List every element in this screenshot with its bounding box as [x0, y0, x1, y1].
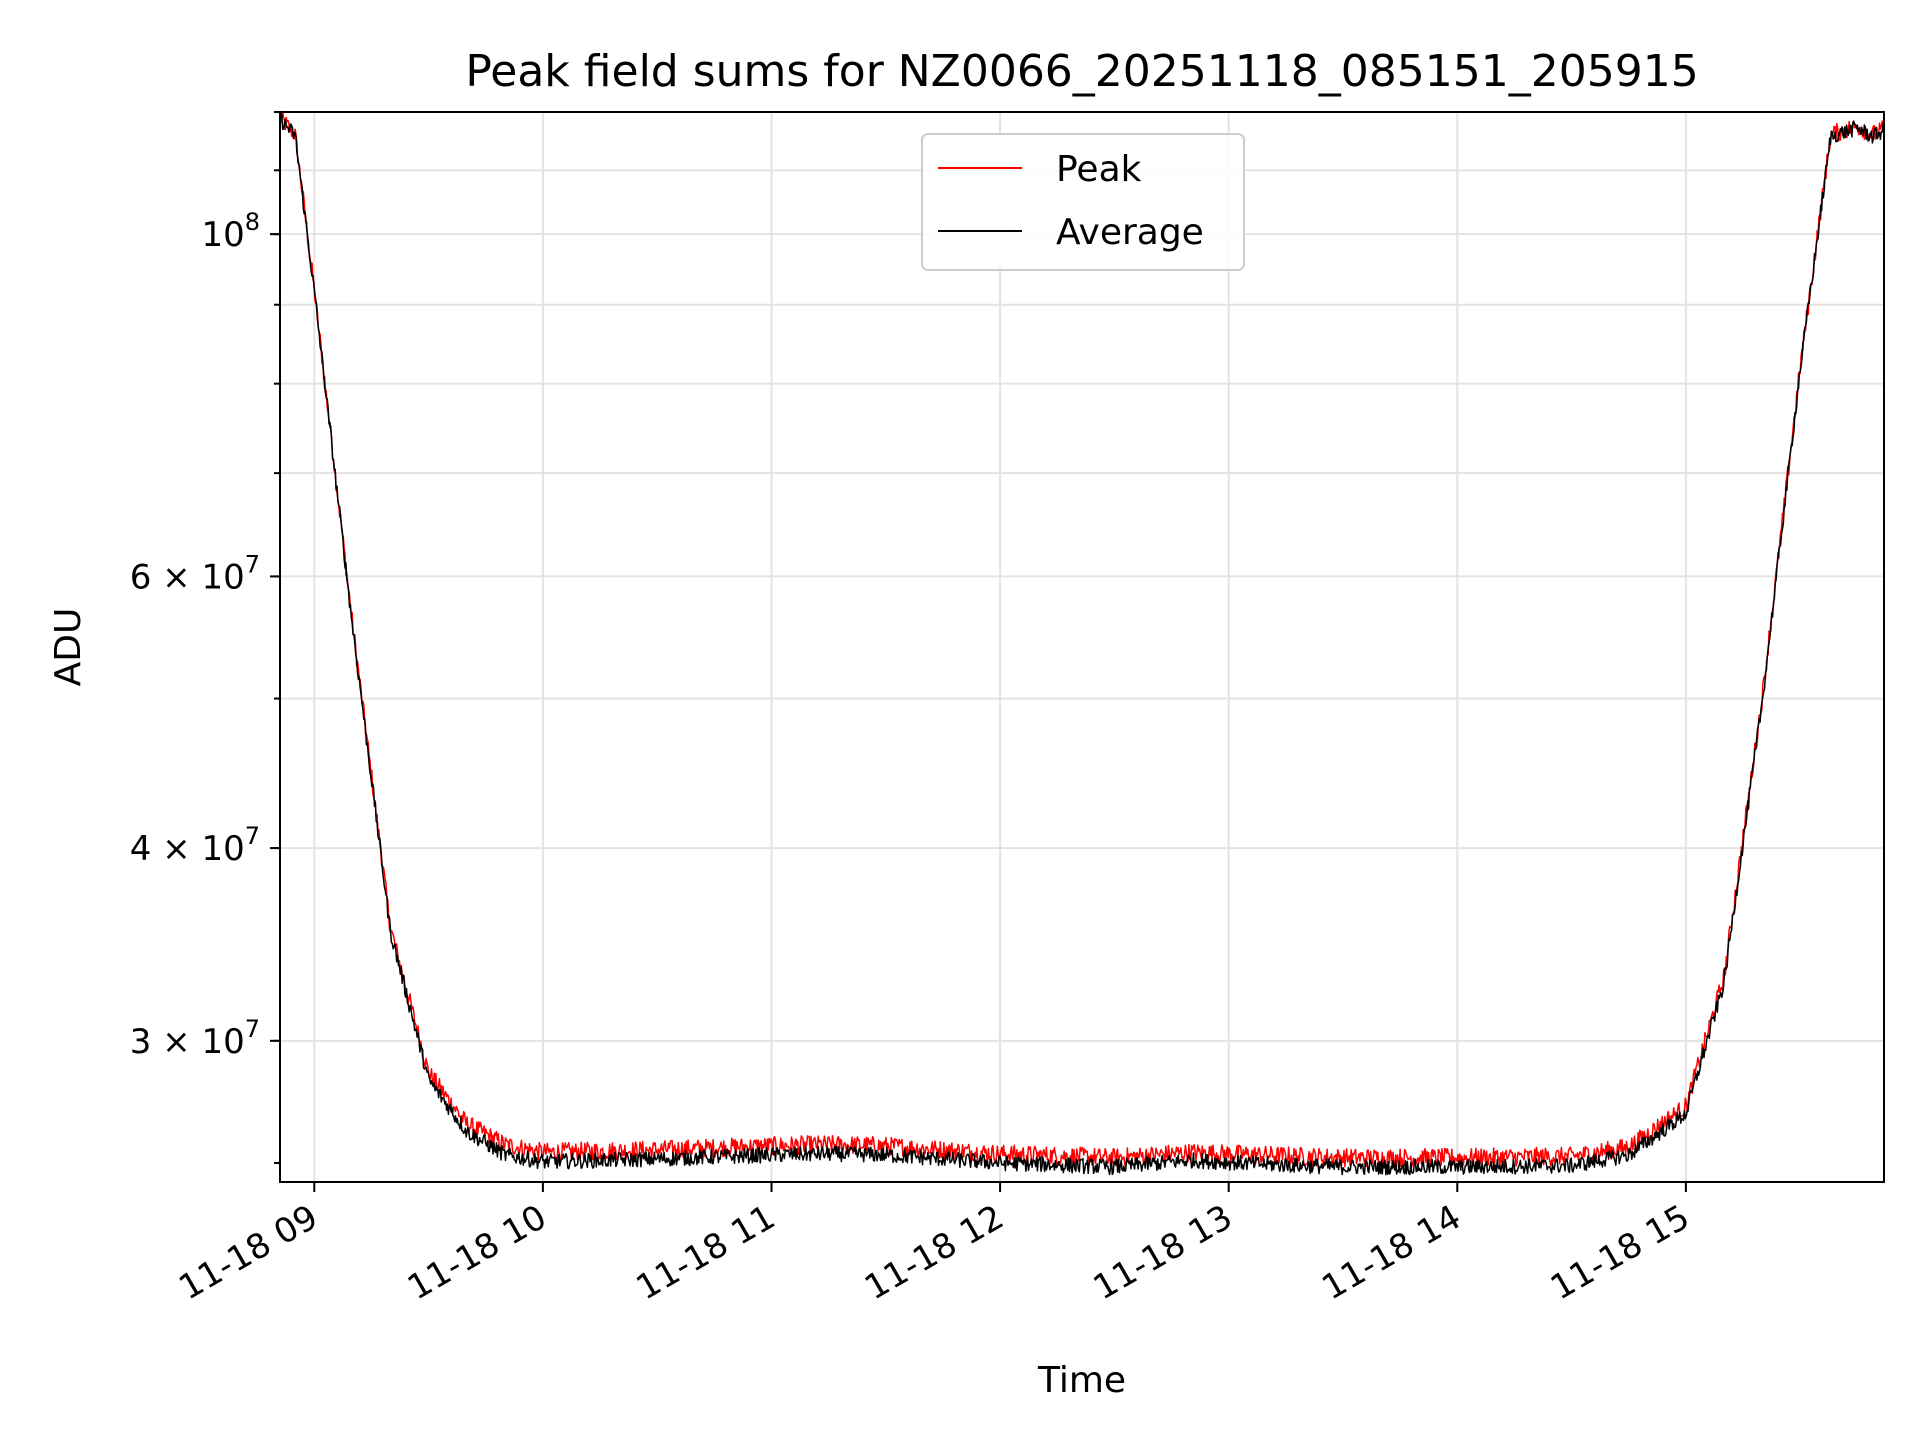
plot-frame: [279, 111, 1885, 1183]
y-tick-label-exponent: 7: [245, 550, 260, 578]
y-tick-label-base: 3 × 10: [130, 1022, 245, 1062]
y-tick-label: 108: [201, 208, 260, 255]
y-tick-label-base: 6 × 10: [130, 557, 245, 597]
legend: Peak Average: [921, 133, 1245, 271]
y-tick-label-exponent: 8: [245, 208, 260, 236]
chart-title: Peak field sums for NZ0066_20251118_0851…: [465, 46, 1698, 97]
legend-label-peak: Peak: [1056, 149, 1142, 190]
y-tick-label-exponent: 7: [245, 1015, 260, 1043]
y-tick-label: 4 × 107: [130, 822, 260, 869]
y-axis-label: ADU: [48, 608, 89, 687]
y-tick-label: 3 × 107: [130, 1015, 260, 1062]
y-tick-label-exponent: 7: [245, 822, 260, 850]
y-tick-label-base: 10: [201, 215, 244, 255]
series-layer: [279, 110, 1885, 1176]
average-series-line: [279, 112, 1885, 1176]
y-tick-label-base: 4 × 10: [130, 829, 245, 869]
y-tick-label: 6 × 107: [130, 550, 260, 597]
x-axis-label: Time: [1037, 1360, 1126, 1401]
legend-label-average: Average: [1056, 212, 1204, 253]
